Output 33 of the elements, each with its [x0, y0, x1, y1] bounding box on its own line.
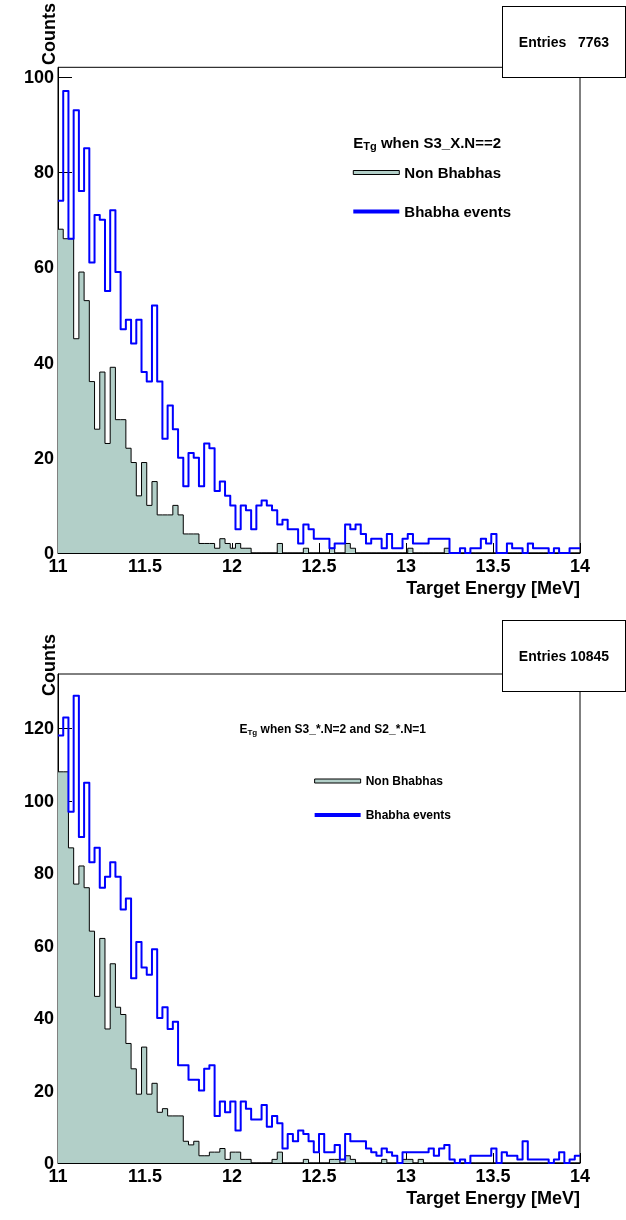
y-tick-label: 20 — [33, 1080, 54, 1101]
y-tick-label: 40 — [33, 352, 54, 373]
y-tick-label: 100 — [23, 790, 54, 811]
x-tick-label: 12.5 — [301, 1166, 337, 1186]
x-tick-label: 13 — [395, 556, 417, 576]
x-tick-label: 13 — [395, 1166, 417, 1186]
y-tick-label: 60 — [33, 935, 54, 956]
x-tick-label: 11.5 — [127, 1166, 163, 1186]
x-tick-label: 12 — [221, 1166, 243, 1186]
stats-box: Entries 10845 — [502, 620, 626, 692]
x-tick-label: 13.5 — [475, 1166, 511, 1186]
x-axis-title: Target Energy [MeV] — [406, 578, 580, 598]
y-tick-label: 40 — [33, 1008, 54, 1029]
x-tick-label: 12.5 — [301, 556, 337, 576]
y-tick-label: 120 — [23, 718, 54, 739]
legend-label: Non Bhabhas — [404, 164, 501, 181]
y-tick-label: 80 — [33, 162, 54, 183]
y-axis-title: Counts — [39, 2, 59, 65]
stats-box: Entries 7763 — [502, 6, 626, 78]
x-tick-label: 14 — [569, 1166, 591, 1186]
legend-label: Bhabha events — [365, 808, 452, 822]
y-tick-label: 20 — [33, 447, 54, 468]
x-tick-label: 14 — [569, 556, 591, 576]
y-tick-label: 80 — [33, 863, 54, 884]
x-tick-label: 12 — [221, 556, 243, 576]
legend-label: Bhabha events — [404, 203, 511, 220]
x-axis-title: Target Energy [MeV] — [406, 1188, 580, 1208]
y-tick-label: 60 — [33, 257, 54, 278]
x-tick-label: 13.5 — [475, 556, 511, 576]
legend-label: Non Bhabhas — [365, 774, 444, 788]
y-tick-label: 100 — [23, 66, 54, 87]
x-tick-label: 11.5 — [127, 556, 163, 576]
y-axis-title: Counts — [39, 634, 59, 696]
